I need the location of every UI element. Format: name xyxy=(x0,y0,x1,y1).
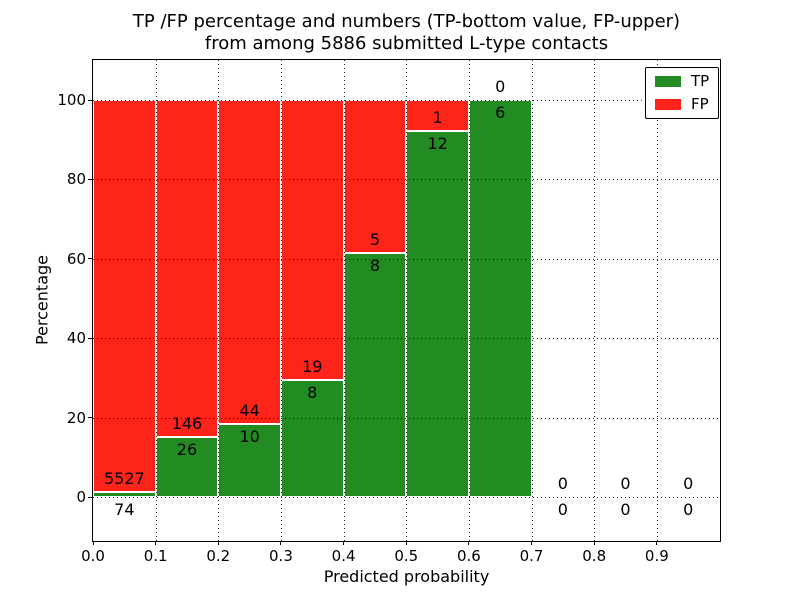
y-tick-label: 20 xyxy=(66,408,86,427)
fp-count-label: 0 xyxy=(557,474,568,494)
x-tick-mark xyxy=(343,540,345,545)
v-gridline xyxy=(656,60,658,541)
legend: TP FP xyxy=(645,67,720,119)
y-tick-mark xyxy=(88,417,92,419)
y-tick-label: 60 xyxy=(66,249,86,268)
tp-count-label: 10 xyxy=(239,426,260,446)
v-gridline xyxy=(155,60,157,541)
tp-bar-segment xyxy=(93,492,156,498)
y-tick-label: 80 xyxy=(66,170,86,189)
tp-bar-segment xyxy=(406,130,469,498)
tp-count-label: 8 xyxy=(369,255,381,275)
tp-count-label: 0 xyxy=(557,500,568,520)
y-tick-mark xyxy=(88,99,92,101)
fp-bar-segment xyxy=(218,100,281,424)
fp-bar-segment xyxy=(93,100,156,493)
fp-bar-segment xyxy=(280,100,344,380)
v-gridline xyxy=(343,60,345,541)
tp-bar-segment xyxy=(468,100,532,498)
legend-item-fp: FP xyxy=(655,97,709,112)
v-gridline xyxy=(531,60,533,541)
chart-title-line2: from among 5886 submitted L-type contact… xyxy=(204,33,609,54)
x-tick-label: 0.4 xyxy=(331,546,356,565)
x-tick-mark xyxy=(217,540,219,545)
chart-title: TP /FP percentage and numbers (TP-bottom… xyxy=(93,11,720,55)
chart-title-line1: TP /FP percentage and numbers (TP-bottom… xyxy=(132,11,681,32)
fp-count-label: 1 xyxy=(432,107,443,127)
fp-count-label: 0 xyxy=(683,474,694,494)
x-tick-mark xyxy=(155,540,157,545)
x-tick-label: 0.9 xyxy=(644,546,669,565)
x-axis-label: Predicted probability xyxy=(323,567,490,586)
x-tick-label: 0.2 xyxy=(206,546,231,565)
x-tick-label: 0.0 xyxy=(81,546,105,565)
v-gridline xyxy=(406,60,408,541)
x-tick-mark xyxy=(92,540,94,545)
y-tick-mark xyxy=(88,178,92,180)
plot-area: TP FP 5527 74 146 26 44 10 19 8 5 8 1 12 0 6 0 0 0 0 0 0 xyxy=(92,59,721,542)
fp-count-label: 19 xyxy=(302,356,323,376)
tp-count-label: 74 xyxy=(114,500,135,520)
tp-count-label: 0 xyxy=(683,500,694,520)
x-tick-label: 0.7 xyxy=(519,546,544,565)
tp-count-label: 0 xyxy=(620,500,631,520)
y-tick-mark xyxy=(88,258,92,260)
x-tick-label: 0.3 xyxy=(269,546,293,565)
legend-item-tp: TP xyxy=(655,74,709,89)
fp-legend-label: FP xyxy=(691,95,709,113)
tp-count-label: 26 xyxy=(176,440,198,460)
tp-legend-swatch xyxy=(655,76,681,87)
tp-bar-segment xyxy=(155,437,219,498)
y-tick-label: 40 xyxy=(66,329,86,348)
x-tick-mark xyxy=(468,540,470,545)
y-tick-label: 0 xyxy=(76,488,86,507)
tp-bar-segment xyxy=(280,379,344,498)
v-gridline xyxy=(468,60,470,541)
tp-bar-segment xyxy=(343,252,407,498)
tp-legend-label: TP xyxy=(691,72,710,90)
fp-bar-segment xyxy=(155,100,219,438)
fp-count-label: 146 xyxy=(171,414,203,434)
x-tick-label: 0.6 xyxy=(456,546,481,565)
v-gridline xyxy=(280,60,282,541)
fp-count-label: 44 xyxy=(239,400,260,420)
fp-count-label: 0 xyxy=(620,474,631,494)
fp-count-label: 0 xyxy=(495,77,506,96)
v-gridline xyxy=(218,60,220,541)
fp-count-label: 5527 xyxy=(103,469,145,489)
tp-count-label: 12 xyxy=(427,133,448,153)
tp-count-label: 8 xyxy=(307,382,318,402)
x-tick-label: 0.5 xyxy=(394,546,419,565)
v-gridline xyxy=(594,60,596,541)
tp-count-label: 6 xyxy=(495,103,506,122)
x-tick-label: 0.1 xyxy=(143,546,168,565)
x-tick-mark xyxy=(405,540,407,545)
x-tick-mark xyxy=(280,540,282,545)
x-tick-mark xyxy=(531,540,533,545)
fp-legend-swatch xyxy=(655,99,681,110)
x-tick-mark xyxy=(656,540,658,545)
y-tick-label: 100 xyxy=(57,91,86,109)
y-tick-mark xyxy=(88,337,92,339)
x-tick-label: 0.8 xyxy=(582,546,607,565)
x-tick-mark xyxy=(593,540,595,545)
fp-count-label: 5 xyxy=(369,229,381,249)
y-tick-mark xyxy=(88,496,92,498)
